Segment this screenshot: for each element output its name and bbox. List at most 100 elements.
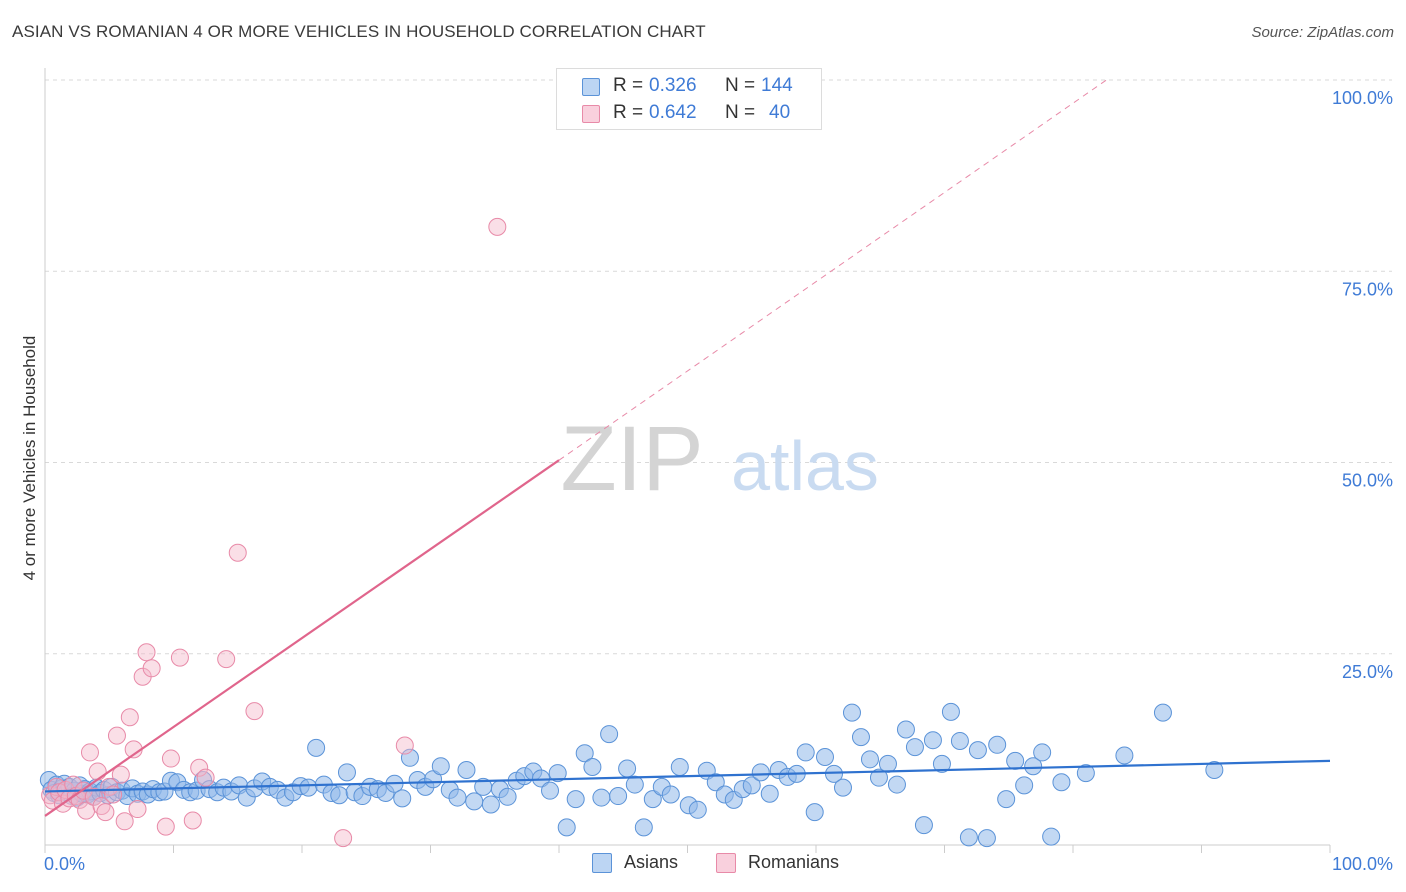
romanians-swatch (716, 853, 736, 873)
x-tick-label: 0.0% (44, 854, 85, 874)
watermark-zip: ZIP (560, 408, 703, 510)
n-value: 40 (769, 102, 791, 123)
y-tick-label: 100.0% (1332, 88, 1393, 108)
x-tick-label: 100.0% (1332, 854, 1393, 874)
trend-lines (44, 79, 1331, 817)
romanians-label: Romanians (748, 852, 840, 872)
n-label: N = (725, 102, 756, 123)
asian-point (1024, 757, 1043, 776)
asians-points (39, 702, 1224, 848)
asian-point (914, 816, 933, 835)
romanian-point (245, 702, 264, 721)
asian-point (997, 790, 1016, 809)
asian-point (869, 768, 888, 787)
asian-point (661, 785, 680, 804)
romanian-point (217, 650, 236, 669)
y-tick-label: 25.0% (1342, 662, 1393, 682)
r-label: R = (613, 75, 644, 96)
asian-point (688, 800, 707, 819)
romanian-point (228, 543, 247, 562)
romanian-point (104, 785, 123, 804)
romanians-swatch (582, 105, 600, 123)
romanians-points (41, 217, 507, 848)
romanian-point (96, 803, 115, 822)
asian-point (968, 741, 987, 760)
y-tick-label: 75.0% (1342, 279, 1393, 299)
asian-point (805, 803, 824, 822)
legend-row-romanians: R = 0.642 N = 40 (557, 102, 821, 128)
romanian-point (80, 743, 99, 762)
asians-trend-line (44, 759, 1331, 793)
asian-point (575, 744, 594, 763)
asian-point (977, 829, 996, 848)
asian-point (1006, 751, 1025, 770)
asian-point (959, 828, 978, 847)
asian-point (625, 775, 644, 794)
asian-point (760, 784, 779, 803)
romanian-point (170, 648, 189, 667)
asian-point (643, 790, 662, 809)
legend-row-asians: R = 0.326 N = 144 (557, 75, 821, 101)
asian-point (1115, 746, 1134, 765)
romanian-point (183, 811, 202, 830)
grid (45, 79, 1392, 655)
asian-point (842, 703, 861, 722)
asian-point (1076, 764, 1095, 783)
asian-point (481, 795, 500, 814)
asian-point (950, 731, 969, 750)
asian-point (860, 750, 879, 769)
romanian-point (137, 643, 156, 662)
asian-point (448, 788, 467, 807)
romanian-point (488, 217, 507, 236)
asian-point (299, 778, 318, 797)
asian-point (307, 738, 326, 757)
asian-point (457, 761, 476, 780)
asian-point (393, 789, 412, 808)
romanians-trend-extension (558, 79, 1107, 461)
romanian-point (334, 829, 353, 848)
romanian-point (111, 765, 130, 784)
y-tick-label: 50.0% (1342, 471, 1393, 491)
asians-swatch (592, 853, 612, 873)
asian-point (465, 792, 484, 811)
source-label: Source: ZipAtlas.com (1251, 24, 1394, 41)
asian-point (566, 790, 585, 809)
asian-point (600, 725, 619, 744)
asian-point (932, 754, 951, 773)
asian-point (1015, 776, 1034, 795)
asian-point (751, 763, 770, 782)
n-value: 144 (761, 75, 793, 96)
romanian-point (196, 768, 215, 787)
axes (44, 68, 1331, 853)
romanian-point (88, 762, 107, 781)
asian-point (923, 731, 942, 750)
n-label: N = (725, 75, 756, 96)
romanian-point (190, 758, 209, 777)
chart-title: ASIAN VS ROMANIAN 4 OR MORE VEHICLES IN … (12, 22, 706, 41)
asian-point (498, 787, 517, 806)
romanian-point (161, 749, 180, 768)
asian-point (706, 773, 725, 792)
asian-point (887, 775, 906, 794)
asian-point (330, 786, 349, 805)
romanian-point (120, 708, 139, 727)
romanian-point (107, 726, 126, 745)
romanian-point (156, 817, 175, 836)
asian-point (431, 757, 450, 776)
r-value: 0.326 (649, 75, 697, 96)
asian-point (337, 763, 356, 782)
asian-point (583, 757, 602, 776)
romanian-point (395, 736, 414, 755)
asian-point (941, 702, 960, 721)
romanian-point (115, 812, 134, 831)
tick-labels: 25.0% 50.0% 75.0% 100.0% 0.0% 100.0% (44, 88, 1393, 874)
asian-point (609, 787, 628, 806)
asians-label: Asians (624, 852, 679, 872)
asian-point (896, 720, 915, 739)
asian-point (670, 757, 689, 776)
asian-point (557, 818, 576, 837)
series-legend: Asians Romanians (0, 852, 1406, 878)
watermark-atlas: atlas (731, 427, 879, 505)
asian-point (878, 754, 897, 773)
asian-point (541, 781, 560, 800)
